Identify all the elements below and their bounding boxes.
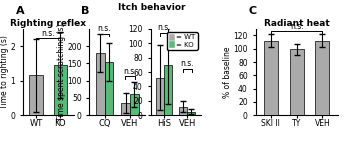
Legend: = WT, = KO: = WT, = KO — [167, 32, 198, 50]
Text: n.s.: n.s. — [181, 59, 194, 68]
Text: C: C — [248, 6, 257, 16]
Title: Righting reflex: Righting reflex — [10, 19, 86, 28]
Text: A: A — [16, 6, 25, 16]
Text: n.s.: n.s. — [41, 30, 55, 38]
Bar — [121, 103, 130, 115]
Y-axis label: Time to righting (s): Time to righting (s) — [0, 35, 9, 109]
Bar — [96, 53, 105, 115]
Text: B: B — [81, 6, 90, 16]
Y-axis label: Time spent scratching (s): Time spent scratching (s) — [57, 23, 66, 121]
Title: Radiant heat: Radiant heat — [264, 19, 329, 28]
Text: n.s.: n.s. — [123, 67, 137, 76]
Bar — [29, 75, 43, 115]
Bar — [164, 65, 173, 115]
Bar — [105, 62, 113, 115]
Text: n.s.: n.s. — [98, 24, 111, 33]
Bar — [289, 49, 304, 115]
Bar — [179, 107, 187, 115]
Y-axis label: % of baseline: % of baseline — [223, 46, 232, 98]
Bar — [187, 112, 196, 115]
Bar — [315, 41, 329, 115]
Text: n.s.: n.s. — [290, 22, 303, 31]
Bar — [156, 78, 164, 115]
Text: Itch behavior: Itch behavior — [119, 3, 186, 12]
Bar — [264, 41, 278, 115]
Bar — [54, 65, 67, 115]
Text: n.s.: n.s. — [158, 23, 171, 32]
Bar — [130, 94, 139, 115]
